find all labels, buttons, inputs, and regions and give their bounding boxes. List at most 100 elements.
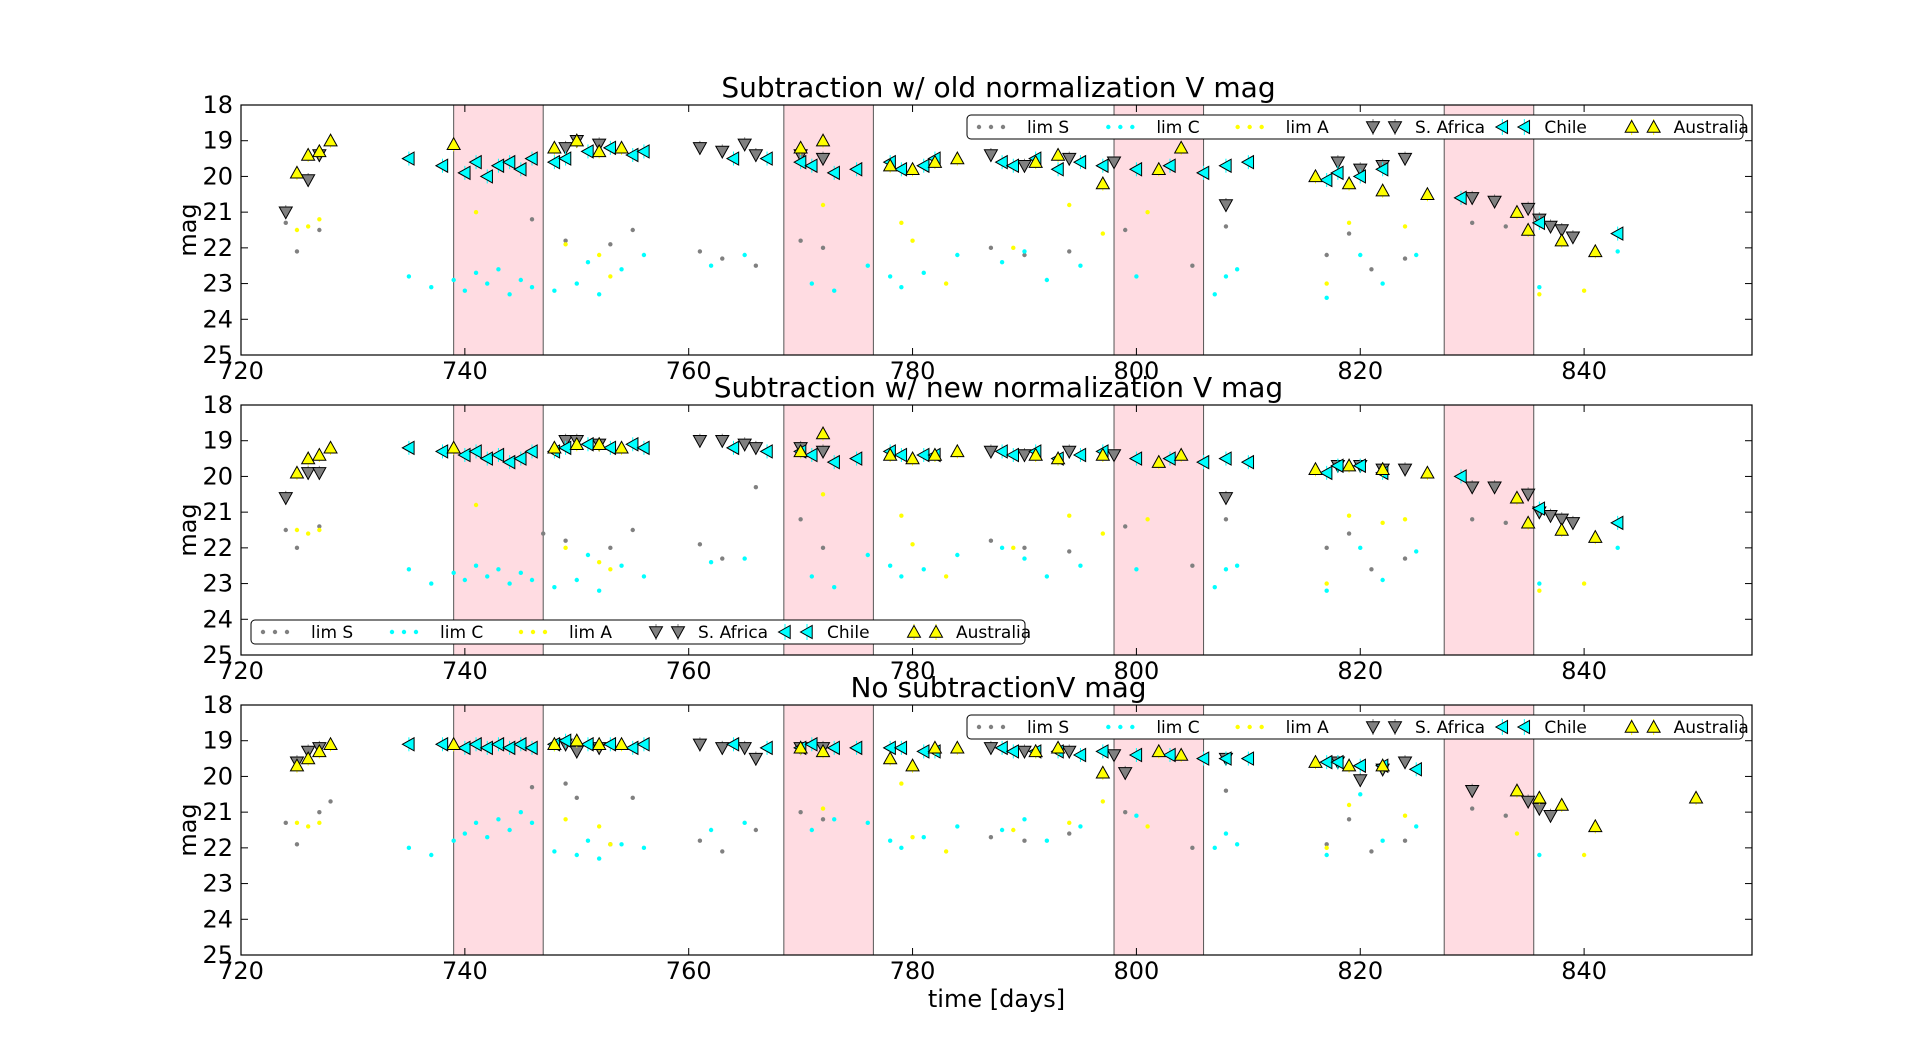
data-point bbox=[899, 574, 904, 579]
data-point bbox=[1453, 190, 1467, 206]
legend-entry: lim A bbox=[1235, 118, 1329, 138]
data-point bbox=[1537, 292, 1542, 297]
legend-marker bbox=[518, 629, 524, 635]
data-point bbox=[1123, 524, 1128, 529]
data-point bbox=[1050, 161, 1064, 177]
data-point bbox=[1615, 249, 1620, 254]
data-point bbox=[641, 574, 647, 579]
data-point bbox=[748, 752, 764, 767]
data-point bbox=[714, 435, 730, 449]
data-point bbox=[1017, 745, 1032, 759]
data-point bbox=[899, 284, 904, 290]
data-point bbox=[1352, 169, 1366, 184]
data-point bbox=[485, 281, 490, 286]
data-point bbox=[943, 574, 949, 579]
data-point bbox=[1308, 168, 1323, 183]
data-point bbox=[1100, 799, 1106, 804]
data-point bbox=[1402, 813, 1408, 818]
data-point bbox=[759, 740, 773, 756]
data-point bbox=[927, 154, 943, 168]
data-point bbox=[1543, 220, 1558, 234]
data-point bbox=[406, 567, 412, 572]
data-point bbox=[708, 827, 714, 833]
data-point bbox=[619, 563, 624, 568]
data-point bbox=[1240, 454, 1255, 470]
data-point bbox=[905, 451, 920, 465]
series-lim-c bbox=[406, 249, 1620, 301]
series-lim-c bbox=[406, 545, 1620, 593]
data-point bbox=[300, 751, 316, 765]
legend: lim S lim C lim A S. Africa Chile Australia bbox=[966, 714, 1749, 740]
data-point bbox=[1218, 492, 1234, 506]
data-point bbox=[910, 542, 915, 547]
data-point bbox=[641, 845, 647, 851]
data-point bbox=[1324, 545, 1329, 551]
data-point bbox=[1162, 747, 1176, 763]
legend-marker bbox=[1118, 124, 1123, 130]
y-tick-label: 23 bbox=[202, 270, 233, 298]
data-point bbox=[1509, 783, 1525, 797]
data-point bbox=[865, 263, 870, 268]
data-point bbox=[1587, 529, 1603, 543]
y-tick-label: 22 bbox=[202, 534, 233, 562]
data-point bbox=[1223, 224, 1229, 229]
data-point bbox=[294, 249, 300, 254]
data-point bbox=[1072, 447, 1087, 463]
series-s-africa bbox=[278, 133, 1581, 245]
x-tick-label: 840 bbox=[1561, 957, 1607, 985]
legend-marker bbox=[976, 724, 982, 730]
data-point bbox=[815, 133, 831, 147]
data-point bbox=[793, 154, 807, 170]
data-point bbox=[1565, 517, 1581, 531]
y-tick-label: 24 bbox=[202, 905, 233, 933]
data-point bbox=[300, 147, 316, 161]
x-tick-label: 760 bbox=[666, 657, 712, 685]
data-point bbox=[451, 838, 456, 843]
data-point bbox=[529, 217, 535, 222]
data-point bbox=[446, 136, 462, 150]
data-point bbox=[820, 806, 826, 811]
data-point bbox=[697, 542, 703, 547]
data-point bbox=[1487, 195, 1502, 209]
data-point bbox=[1005, 744, 1019, 759]
data-point bbox=[1022, 252, 1027, 258]
data-point bbox=[479, 169, 493, 184]
x-tick-label: 800 bbox=[1114, 957, 1160, 985]
data-point bbox=[518, 277, 524, 283]
legend-label: lim A bbox=[1286, 118, 1329, 138]
legend-label: S. Africa bbox=[1415, 118, 1485, 138]
data-point bbox=[988, 538, 994, 543]
data-point bbox=[513, 161, 527, 177]
legend-marker bbox=[1235, 124, 1240, 130]
data-point bbox=[949, 443, 965, 458]
data-point bbox=[608, 567, 613, 572]
data-point bbox=[1587, 243, 1603, 258]
data-point bbox=[401, 736, 415, 752]
data-point bbox=[569, 733, 585, 747]
data-point bbox=[737, 742, 753, 756]
data-point bbox=[485, 574, 490, 579]
data-point bbox=[591, 736, 607, 750]
data-point bbox=[1503, 224, 1508, 229]
legend: lim S lim C lim A S. Africa Chile Australia bbox=[250, 619, 1031, 645]
y-tick-label: 20 bbox=[202, 462, 233, 490]
legend-entry: Chile bbox=[777, 623, 870, 643]
data-point bbox=[725, 151, 740, 166]
data-point bbox=[1414, 549, 1419, 554]
legend-marker bbox=[1247, 124, 1252, 130]
data-point bbox=[994, 740, 1008, 756]
y-tick-label: 21 bbox=[202, 198, 233, 226]
data-point bbox=[1005, 158, 1019, 174]
data-point bbox=[999, 259, 1005, 265]
legend-marker bbox=[1494, 719, 1509, 735]
data-point bbox=[1145, 209, 1150, 215]
data-point bbox=[1330, 754, 1344, 770]
data-point bbox=[916, 744, 930, 759]
legend-entry: lim A bbox=[1235, 718, 1329, 738]
data-point bbox=[955, 552, 960, 558]
data-point bbox=[558, 733, 572, 749]
data-point bbox=[1408, 761, 1422, 777]
data-point bbox=[596, 252, 602, 258]
data-point bbox=[1078, 263, 1083, 268]
data-point bbox=[625, 436, 639, 452]
